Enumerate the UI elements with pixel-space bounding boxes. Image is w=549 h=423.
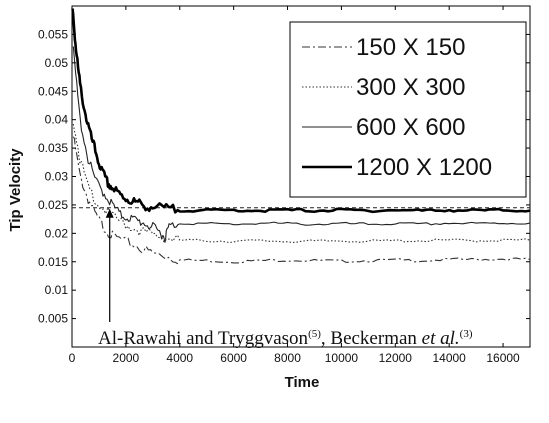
y-tick-label: 0.02 bbox=[45, 226, 69, 240]
series-line-4 bbox=[71, 8, 531, 214]
x-axis-label: Time bbox=[285, 374, 320, 391]
y-tick-label: 0.045 bbox=[38, 84, 68, 98]
y-tick-label: 0.035 bbox=[38, 141, 68, 155]
y-tick-label: 0.025 bbox=[38, 198, 68, 212]
legend-label: 600 X 600 bbox=[356, 114, 465, 141]
series-line-1 bbox=[72, 136, 531, 265]
x-tick-label: 6000 bbox=[220, 351, 247, 365]
y-tick-label: 0.04 bbox=[45, 113, 69, 127]
x-tick-label: 0 bbox=[69, 351, 76, 365]
x-axis-ticks: 0 2000 4000 6000 8000 10000 12000 14000 16000 bbox=[69, 6, 520, 365]
series-line-3 bbox=[72, 46, 531, 243]
y-tick-label: 0.005 bbox=[38, 312, 68, 326]
y-tick-label: 0.015 bbox=[38, 255, 68, 269]
x-tick-label: 2000 bbox=[113, 351, 140, 365]
y-tick-label: 0.055 bbox=[38, 27, 68, 41]
x-tick-label: 4000 bbox=[166, 351, 193, 365]
legend: 150 X 150 300 X 300 600 X 600 1200 X 1200 bbox=[289, 21, 527, 198]
legend-label: 1200 X 1200 bbox=[356, 154, 492, 181]
x-tick-label: 12000 bbox=[379, 351, 413, 365]
y-tick-label: 0.01 bbox=[45, 283, 69, 297]
y-tick-label: 0.05 bbox=[45, 56, 69, 70]
x-tick-label: 16000 bbox=[486, 351, 520, 365]
annotation: Al-Rawahi and Tryggvason(5), Beckerman e… bbox=[98, 208, 473, 349]
y-axis-label: Tip Velocity bbox=[7, 148, 24, 232]
legend-label: 300 X 300 bbox=[356, 74, 465, 101]
plot-area bbox=[71, 5, 531, 348]
y-tick-label: 0.03 bbox=[45, 170, 69, 184]
legend-label: 150 X 150 bbox=[356, 34, 465, 61]
annotation-arrow-head bbox=[105, 208, 114, 218]
x-tick-label: 14000 bbox=[432, 351, 466, 365]
y-axis-ticks: 0.005 0.01 0.015 0.02 0.025 0.03 0.035 0.04 0.04… bbox=[38, 27, 530, 326]
x-tick-label: 10000 bbox=[325, 351, 359, 365]
x-tick-label: 8000 bbox=[274, 351, 301, 365]
annotation-text: Al-Rawahi and Tryggvason(5), Beckerman e… bbox=[98, 328, 473, 349]
